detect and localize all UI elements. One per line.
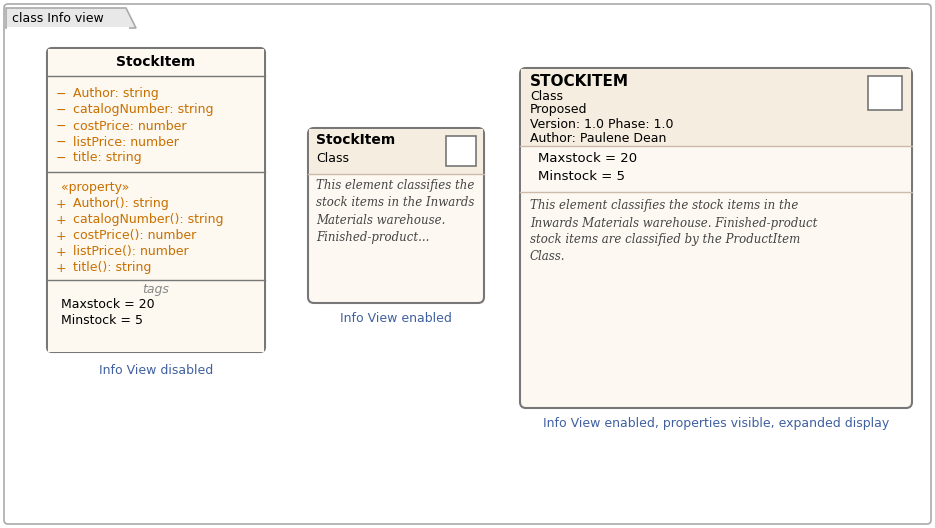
Text: costPrice: number: costPrice: number [73,119,186,133]
Text: Maxstock = 20: Maxstock = 20 [538,152,637,165]
Text: class Info view: class Info view [12,12,104,24]
Text: Class: Class [530,90,563,102]
Text: −: − [56,88,66,100]
Text: −: − [56,119,66,133]
FancyBboxPatch shape [520,68,912,408]
Text: This element classifies the: This element classifies the [316,180,474,193]
Text: catalogNumber(): string: catalogNumber(): string [73,213,223,227]
Text: Author: Paulene Dean: Author: Paulene Dean [530,131,667,145]
Bar [48,280,264,352]
Bar [48,76,264,172]
Text: Version: 1.0 Phase: 1.0: Version: 1.0 Phase: 1.0 [530,118,673,130]
Text: tags: tags [142,282,169,296]
Text: Class: Class [316,152,349,165]
Text: Author(): string: Author(): string [73,197,168,211]
Bar [48,172,264,280]
Text: title(): string: title(): string [73,261,151,275]
Text: Proposed: Proposed [530,103,587,117]
Text: Materials warehouse.: Materials warehouse. [316,213,445,227]
Text: catalogNumber: string: catalogNumber: string [73,103,213,117]
Text: +: + [56,230,66,242]
Text: Minstock = 5: Minstock = 5 [61,315,143,327]
Text: −: − [56,152,66,165]
Bar [48,49,264,76]
Text: −: − [56,103,66,117]
Bar [521,146,911,192]
Text: Inwards Materials warehouse. Finished-product: Inwards Materials warehouse. Finished-pr… [530,216,817,230]
Text: StockItem: StockItem [116,55,195,69]
Text: STOCKITEM: STOCKITEM [530,74,629,90]
Text: stock items in the Inwards: stock items in the Inwards [316,196,474,210]
Polygon shape [6,8,136,28]
Text: Finished-product...: Finished-product... [316,231,429,243]
Text: StockItem: StockItem [316,133,396,147]
Text: +: + [56,197,66,211]
Bar [309,129,483,175]
FancyBboxPatch shape [4,4,931,524]
FancyBboxPatch shape [308,128,484,303]
Text: −: − [56,136,66,148]
FancyBboxPatch shape [47,48,265,352]
Bar [446,136,476,166]
Text: listPrice: number: listPrice: number [73,136,179,148]
Text: Info View disabled: Info View disabled [99,363,213,376]
Text: Info View enabled, properties visible, expanded display: Info View enabled, properties visible, e… [543,418,889,430]
Bar [7,27,129,31]
Text: Maxstock = 20: Maxstock = 20 [61,298,154,312]
Text: listPrice(): number: listPrice(): number [73,246,189,259]
Bar [868,76,902,110]
Text: +: + [56,261,66,275]
Text: +: + [56,246,66,259]
Text: stock items are classified by the ProductItem: stock items are classified by the Produc… [530,233,800,247]
Text: Class.: Class. [530,250,566,263]
Text: «property»: «property» [61,182,129,194]
Bar [521,69,911,147]
Text: Info View enabled: Info View enabled [340,313,452,325]
Text: This element classifies the stock items in the: This element classifies the stock items … [530,200,798,212]
Text: title: string: title: string [73,152,141,165]
Text: Author: string: Author: string [73,88,159,100]
Text: Minstock = 5: Minstock = 5 [538,169,625,183]
Text: costPrice(): number: costPrice(): number [73,230,196,242]
Text: +: + [56,213,66,227]
